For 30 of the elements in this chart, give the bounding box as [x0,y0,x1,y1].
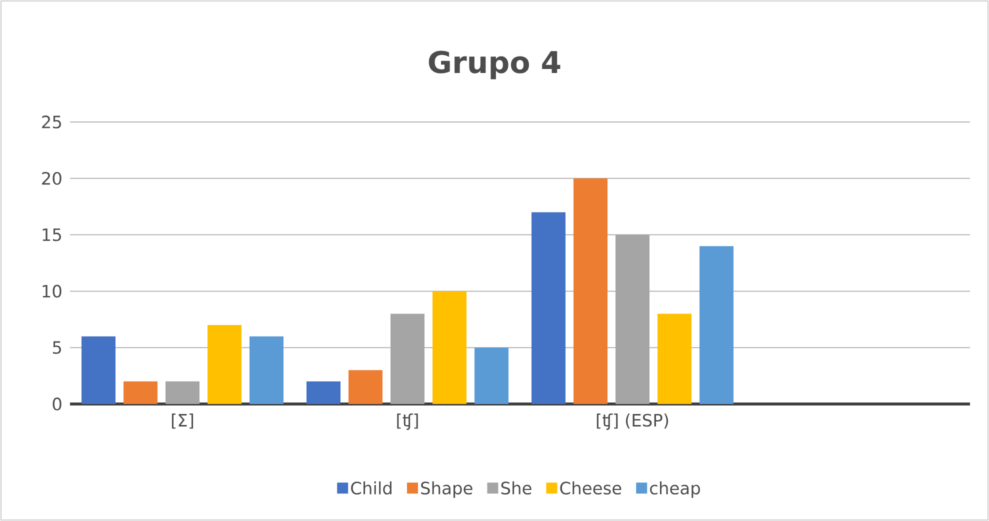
bar [532,212,566,404]
bar [208,325,242,404]
bar [348,370,383,404]
y-tick-label: 0 [52,398,62,410]
y-tick-label: 5 [52,341,61,354]
legend-label: Cheese [560,481,622,495]
bar [700,246,734,404]
legend-label: She [501,481,532,495]
y-tick-label: 20 [42,172,62,185]
bar [166,381,200,404]
legend-label: cheap [650,481,700,498]
y-tick-label: 15 [42,228,61,242]
legend-label: Shape [421,481,472,498]
bar [124,381,158,404]
x-tick-label: [ʧ] (ESP) [596,414,668,430]
y-tick-label: 10 [42,284,62,298]
bar [250,336,284,404]
bar [432,291,467,404]
x-tick-label: [Σ] [172,414,194,429]
bar [474,348,508,404]
y-tick-label: 25 [42,116,61,128]
bar [306,381,341,404]
bar [574,178,608,404]
bar [658,314,692,404]
bar [82,336,116,404]
x-tick-label: [ʧ] [397,414,418,430]
bar [390,314,425,404]
bar [616,234,650,404]
chart-title: Grupo 4 [428,50,560,80]
legend-label: Child [351,481,392,495]
